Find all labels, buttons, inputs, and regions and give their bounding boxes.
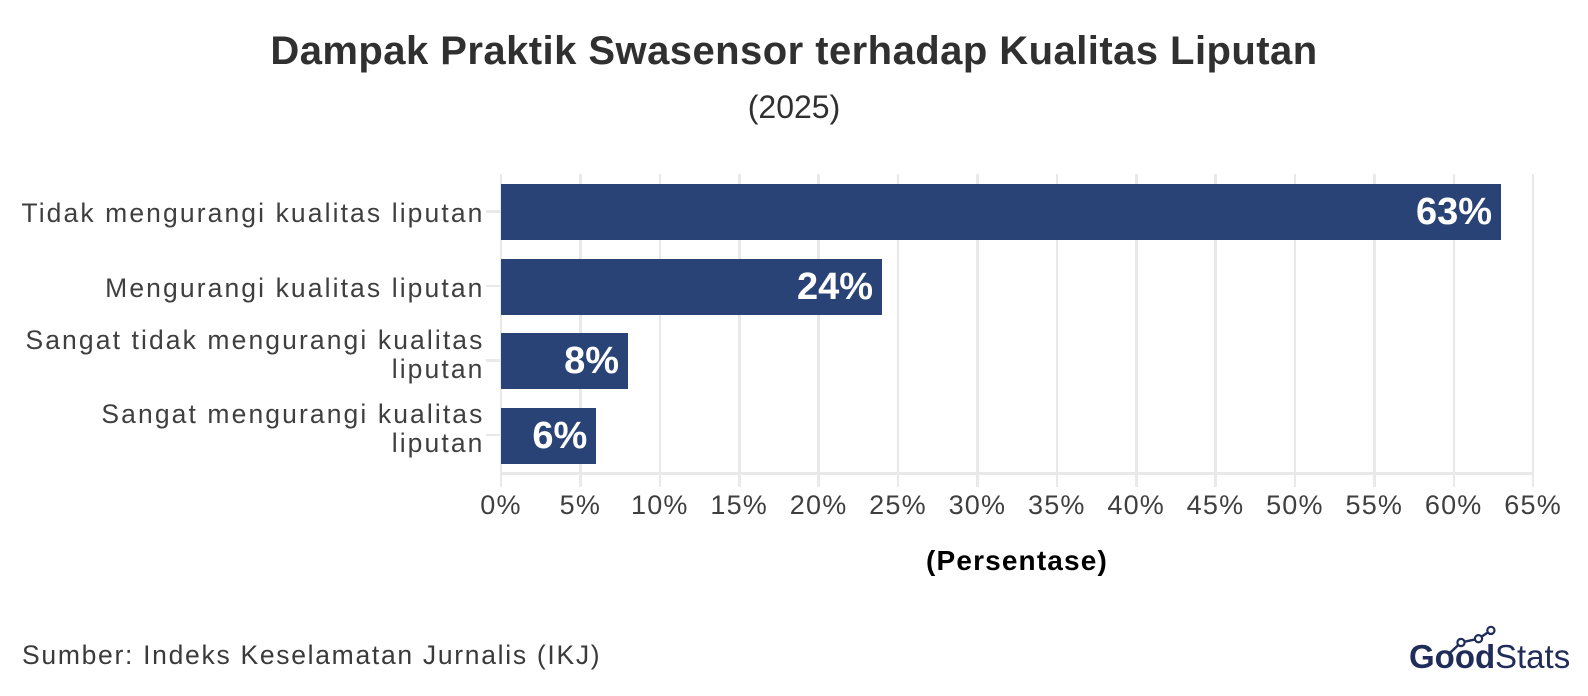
svg-text:Stats: Stats bbox=[1495, 638, 1570, 675]
svg-text:Good: Good bbox=[1409, 638, 1495, 675]
